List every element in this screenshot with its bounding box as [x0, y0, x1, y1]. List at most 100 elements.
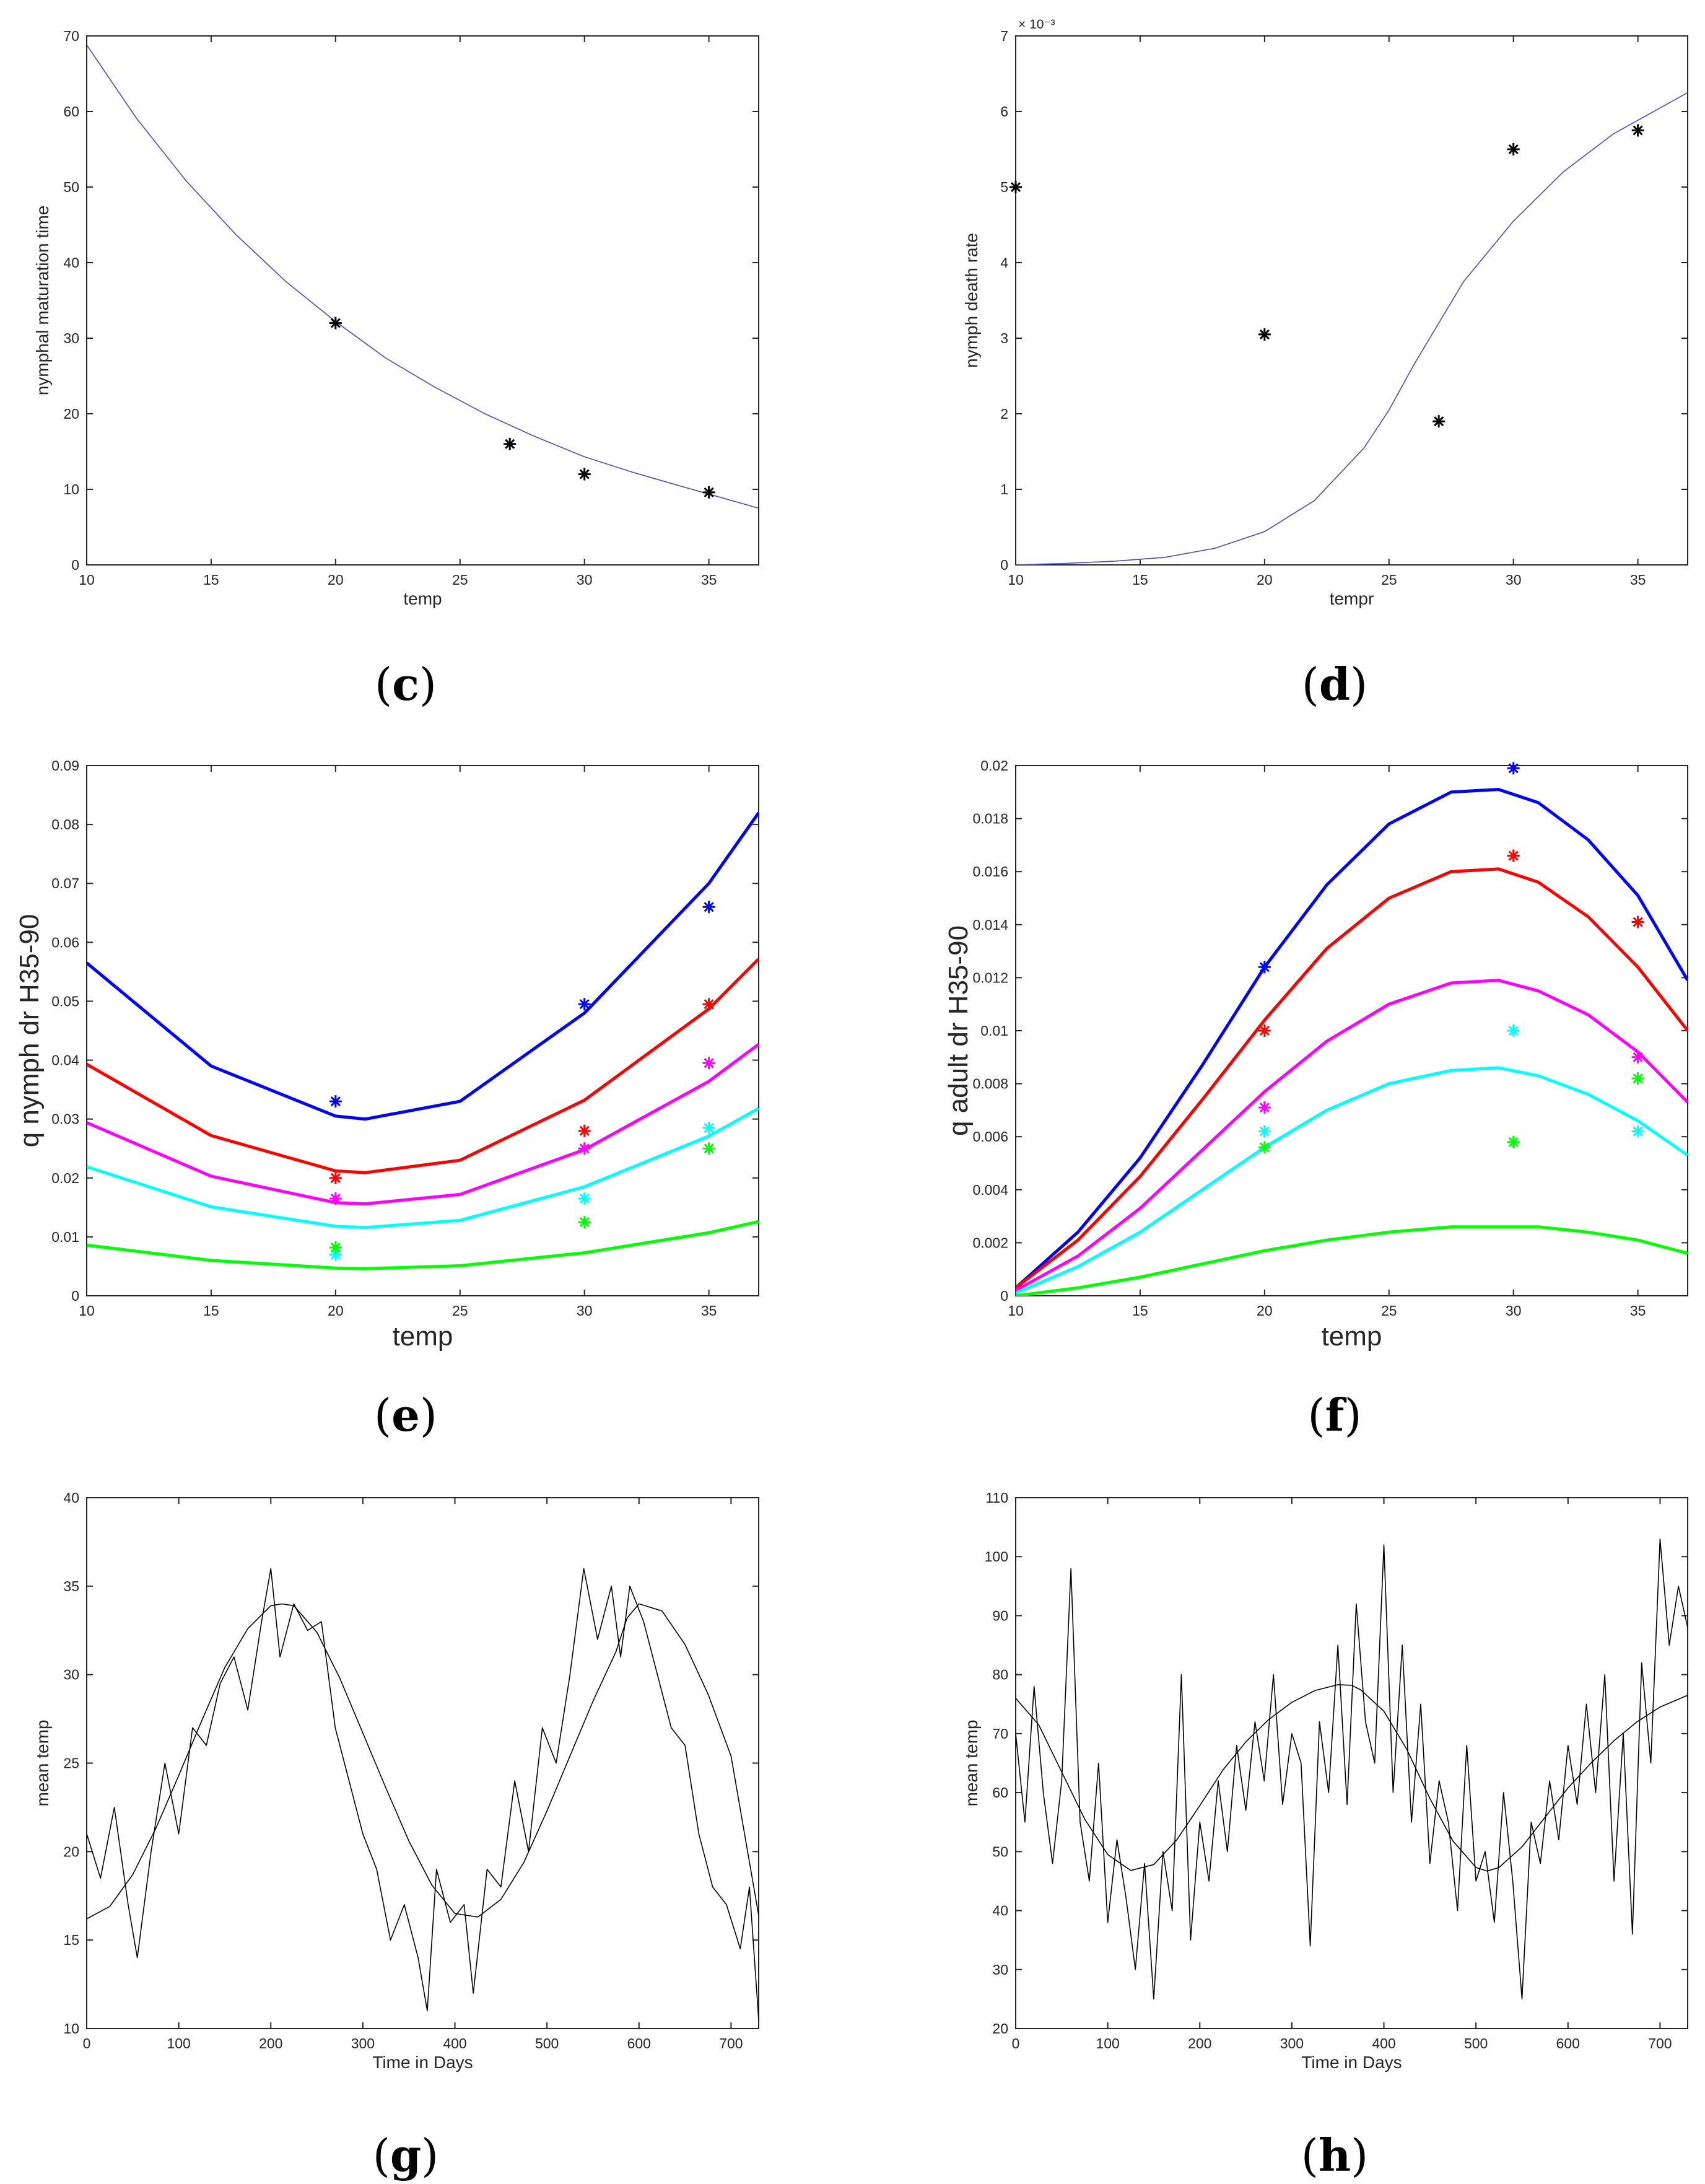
data-point-green-data	[578, 1216, 591, 1229]
x-tick-label: 30	[1506, 1303, 1522, 1319]
plot-area	[1016, 1538, 1688, 2000]
data-point-data	[1507, 143, 1520, 155]
panel-e-chart: 10 15 20 25 30 35 0 0.01 0.02 0.03 0.04 0.05 0.06 0.0…	[14, 758, 759, 1352]
x-tick-label: 15	[203, 572, 219, 588]
panel-label-h: (h)	[1301, 2129, 1369, 2182]
x-tick-label: 0	[1012, 2035, 1020, 2051]
series-line-green	[1016, 1225, 1688, 1296]
y-tick-label: 25	[63, 1755, 79, 1771]
data-point-blue-data	[578, 998, 591, 1011]
y-tick-label: 3	[1000, 330, 1008, 346]
plot-area	[1016, 92, 1688, 565]
x-tick-label: 30	[577, 1303, 593, 1319]
data-point-green-data	[702, 1142, 715, 1155]
x-tick-label: 25	[1381, 1303, 1397, 1319]
x-tick-label: 100	[1096, 2035, 1119, 2051]
series-line-sinusoidal-fit	[87, 1603, 759, 1920]
y-tick-label: 4	[1000, 255, 1008, 271]
data-point-blue-data	[1507, 762, 1520, 775]
plot-area	[87, 811, 759, 1270]
panel-h-chart: 0 100 200 300 400 500 600 700 20 30 40 50 60 70 80 90 10…	[962, 1490, 1688, 2072]
y-tick-label: 0.012	[972, 969, 1008, 985]
y-tick-label: 60	[992, 1784, 1008, 1801]
y-tick-label: 40	[63, 1490, 79, 1506]
x-axis-label: temp	[403, 589, 442, 608]
data-point-blue-data	[329, 1095, 342, 1108]
x-tick-label: 700	[719, 2035, 743, 2051]
x-tick-label: 15	[1132, 1303, 1148, 1319]
series-line-red	[87, 958, 759, 1174]
data-point-blue-data	[702, 901, 715, 914]
x-tick-label: 15	[203, 1303, 219, 1319]
data-point-data	[1258, 328, 1271, 341]
data-point-data	[504, 437, 517, 450]
series-line-fit	[1016, 92, 1688, 565]
x-tick-label: 20	[1257, 1303, 1273, 1319]
y-axis-label: mean temp	[33, 1719, 52, 1806]
plot-box	[1015, 35, 1688, 566]
x-tick-label: 400	[1372, 2035, 1395, 2051]
x-tick-label: 500	[535, 2035, 559, 2051]
y-tick-label: 6	[1000, 103, 1008, 120]
plot-box	[1015, 765, 1688, 1296]
y-tick-label: 0.01	[980, 1023, 1008, 1039]
y-tick-label: 100	[985, 1548, 1008, 1565]
series-line-fit	[87, 45, 759, 509]
plot-area	[1016, 788, 1688, 1296]
x-tick-label: 30	[577, 572, 593, 588]
x-tick-label: 200	[259, 2035, 282, 2051]
y-axis-label: nymphal maturation time	[33, 206, 52, 396]
y-tick-label: 0.016	[972, 863, 1008, 880]
panel-label-c: (c)	[375, 658, 437, 710]
y-tick-label: 0.008	[972, 1076, 1008, 1092]
x-tick-label: 35	[701, 572, 717, 588]
y-tick-label: 0.04	[51, 1052, 79, 1068]
x-tick-label: 400	[443, 2035, 466, 2051]
y-tick-label: 110	[985, 1490, 1008, 1506]
data-point-green-data	[1631, 1072, 1644, 1085]
x-tick-label: 25	[1381, 572, 1397, 588]
y-axis-label: q adult dr H35-90	[943, 925, 974, 1136]
data-point-red-data	[1631, 915, 1644, 928]
data-point-cyan-data	[1631, 1125, 1644, 1138]
data-point-red-data	[578, 1124, 591, 1137]
data-point-green-data	[1507, 1135, 1520, 1148]
plot-box	[86, 765, 759, 1296]
x-tick-label: 200	[1188, 2035, 1211, 2051]
panel-f-chart: 10 15 20 25 30 35 0 0.002 0.004 0.006 0.008 0.01 0.0…	[943, 758, 1688, 1352]
data-point-data	[1631, 124, 1644, 137]
x-tick-label: 10	[79, 1303, 95, 1319]
data-point-green-data	[1258, 1141, 1271, 1154]
x-tick-label: 25	[452, 572, 468, 588]
data-point-cyan-data	[702, 1121, 715, 1134]
y-tick-label: 20	[63, 406, 79, 422]
y-tick-label: 70	[63, 28, 79, 44]
x-tick-label: 20	[328, 1303, 344, 1319]
data-point-cyan-data	[1258, 1125, 1271, 1138]
panel-label-d: (d)	[1302, 658, 1368, 710]
y-tick-label: 0.004	[972, 1182, 1008, 1198]
x-tick-label: 25	[452, 1303, 468, 1319]
y-tick-label: 70	[992, 1726, 1008, 1742]
y-tick-label: 0.02	[51, 1170, 79, 1186]
y-tick-label: 1	[1000, 481, 1008, 497]
x-axis-label: temp	[1322, 1321, 1382, 1352]
y-tick-label: 10	[63, 481, 79, 497]
y-tick-label: 0.08	[51, 816, 79, 832]
y-tick-label: 0.02	[980, 758, 1008, 774]
y-tick-label: 0.014	[972, 917, 1008, 933]
x-axis-label: Time in Days	[1301, 2053, 1402, 2072]
series-line-magenta	[1016, 979, 1688, 1292]
panel-label-g: (g)	[373, 2129, 439, 2182]
x-tick-label: 500	[1464, 2035, 1488, 2051]
data-point-magenta-data	[578, 1142, 591, 1155]
x-tick-label: 10	[1008, 572, 1024, 588]
x-tick-label: 10	[79, 572, 95, 588]
data-point-magenta-data	[702, 1057, 715, 1070]
y-tick-label: 0.01	[51, 1229, 79, 1245]
y-tick-label: 10	[63, 2020, 79, 2037]
plot-box	[1015, 1497, 1688, 2029]
data-point-data	[1432, 415, 1446, 428]
y-tick-label: 0.006	[972, 1129, 1008, 1145]
